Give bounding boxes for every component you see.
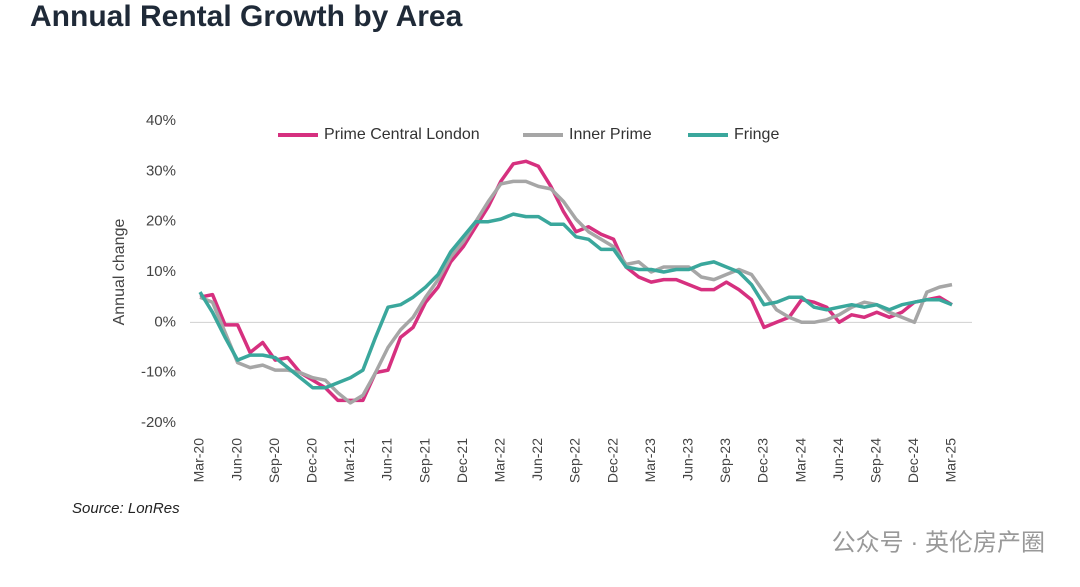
series-line: [199, 159, 953, 403]
x-tick-label: Mar-22: [492, 438, 508, 483]
y-tick-label: 0%: [154, 313, 176, 330]
series-line: [199, 179, 953, 405]
source-note: Source: LonRes: [72, 500, 180, 517]
y-tick-label: 10%: [146, 263, 176, 280]
y-tick-label: 20%: [146, 213, 176, 230]
y-tick-label: 30%: [146, 162, 176, 179]
x-tick-label: Jun-24: [830, 438, 846, 481]
legend-label: Inner Prime: [569, 126, 652, 143]
x-tick-label: Jun-22: [529, 438, 545, 481]
x-tick-label: Sep-24: [868, 438, 884, 483]
x-tick-label: Mar-25: [943, 438, 959, 483]
y-axis-label: Annual change: [111, 219, 128, 326]
x-tick-label: Mar-20: [191, 438, 207, 483]
legend-label: Fringe: [734, 126, 779, 143]
x-tick-label: Sep-22: [567, 438, 583, 483]
x-tick-label: Mar-21: [341, 438, 357, 483]
legend-label: Prime Central London: [324, 126, 480, 143]
x-tick-label: Dec-20: [304, 438, 320, 483]
x-tick-label: Jun-21: [379, 438, 395, 481]
x-tick-label: Mar-24: [792, 438, 808, 483]
x-tick-label: Jun-20: [228, 438, 244, 481]
chart-title: Annual Rental Growth by Area: [30, 0, 463, 33]
y-tick-label: -10%: [141, 364, 176, 381]
x-tick-label: Dec-22: [604, 438, 620, 483]
y-tick-label: 40%: [146, 112, 176, 129]
x-tick-label: Jun-23: [680, 438, 696, 481]
x-tick-label: Dec-21: [454, 438, 470, 483]
x-tick-label: Sep-23: [717, 438, 733, 483]
x-tick-label: Dec-24: [905, 438, 921, 483]
x-tick-label: Mar-23: [642, 438, 658, 483]
watermark: 公众号 · 英伦房产圈: [832, 529, 1045, 556]
x-tick-label: Sep-20: [266, 438, 282, 483]
y-tick-label: -20%: [141, 414, 176, 431]
x-tick-label: Sep-21: [416, 438, 432, 483]
series-line: [198, 212, 953, 390]
x-tick-label: Dec-23: [755, 438, 771, 483]
